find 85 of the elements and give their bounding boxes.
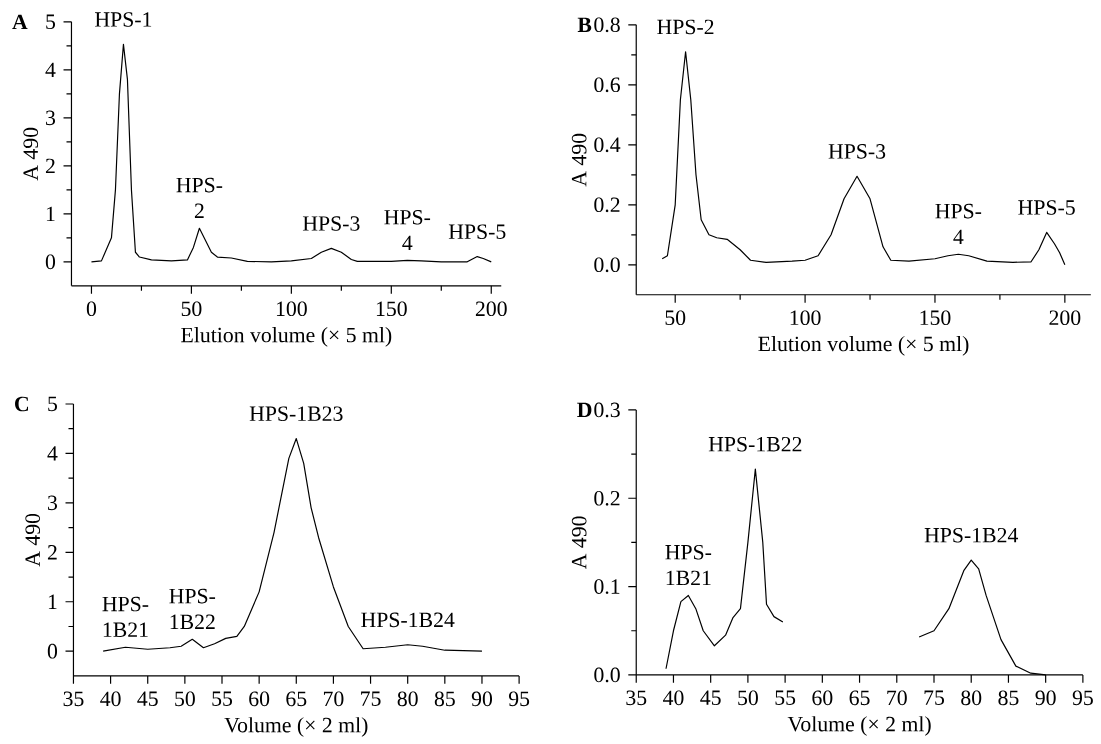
x-tick-label: 65 [286,691,307,707]
y-tick-label: 4 [47,446,58,461]
x-tick-label: 50 [175,691,195,707]
x-tick-label: 35 [63,691,84,707]
x-tick-label: 100 [276,301,307,317]
x-tick-label: 80 [397,691,418,707]
x-tick-label: 60 [812,690,833,706]
y-tick-label: 0.1 [594,579,620,594]
y-tick-label: 1 [48,594,57,609]
x-axis-title: Elution volume (× 5 ml) [181,327,392,347]
x-tick-label: 95 [508,691,530,707]
x-tick-label: 70 [323,691,344,707]
y-tick-label: 0 [45,254,56,270]
x-tick-label: 150 [376,301,407,317]
x-tick-label: 100 [790,310,821,325]
annotation: HPS-1B22 [169,588,216,629]
x-tick-label: 150 [920,310,951,325]
x-tick-label: 50 [181,301,202,317]
y-axis-title: A 490 [23,127,39,181]
y-axis-title: A 490 [571,133,587,187]
x-tick-label: 35 [626,690,647,706]
line-series [102,437,483,652]
y-tick-label: 0.2 [594,490,620,506]
annotation: HPS-1B23 [249,406,343,421]
y-tick-label: 0 [47,643,58,659]
x-axis-title: Volume (× 2 ml) [224,717,368,737]
chart-title: A [12,14,28,29]
annotation: HPS-4 [935,203,982,244]
x-tick-label: 80 [961,690,982,706]
y-tick-label: 5 [48,396,57,412]
annotation: HPS-1B24 [924,527,1019,543]
y-tick-label: 0.0 [594,667,620,683]
annotation: HPS-1B22 [708,436,802,452]
x-tick-label: 55 [212,691,233,706]
y-tick-label: 0.8 [594,17,620,33]
y-tick-label: 4 [45,62,56,77]
y-tick-label: 0.4 [594,137,621,153]
x-tick-label: 200 [475,301,507,317]
y-tick-label: 2 [47,545,57,560]
y-axis-title: A 490 [571,516,587,570]
x-axis-title: Elution volume (× 5 ml) [758,335,969,356]
x-tick-label: 40 [663,690,684,706]
y-tick-label: 0.0 [594,257,620,273]
annotation: HPS-3 [302,216,360,231]
y-tick-label: 5 [46,14,56,30]
x-tick-label: 60 [249,691,270,707]
x-tick-label: 65 [849,690,870,706]
x-tick-label: 85 [998,690,1019,706]
x-tick-label: 95 [1072,690,1093,706]
annotation: HPS-1B24 [361,612,455,628]
x-tick-label: 75 [361,691,381,706]
annotation: HPS-4 [384,209,431,251]
y-tick-label: 3 [46,110,56,126]
annotation: HPS-1 [95,12,152,27]
annotation: HPS-5 [448,224,506,239]
x-tick-label: 45 [700,690,721,706]
chart-title: C [15,396,29,412]
y-tick-label: 3 [48,495,57,511]
x-tick-label: 90 [471,691,493,707]
annotation: HPS-2 [176,177,223,218]
x-tick-label: 50 [665,310,686,325]
y-tick-label: 0.3 [594,402,620,418]
x-axis-title: Volume (× 2 ml) [787,716,931,736]
x-tick-label: 200 [1049,310,1081,325]
x-tick-label: 50 [738,690,758,706]
annotation: HPS-1B21 [102,596,149,637]
x-tick-label: 90 [1035,690,1056,706]
x-tick-label: 70 [887,690,907,706]
x-tick-label: 85 [434,691,455,707]
y-axis-title: A 490 [25,513,41,567]
x-tick-label: 0 [86,301,97,317]
annotation: HPS-2 [657,19,714,35]
chart-title: D [577,402,592,418]
x-tick-label: 55 [775,690,796,705]
y-tick-label: 2 [45,158,55,173]
annotation: HPS-3 [828,144,886,159]
x-tick-label: 45 [137,691,158,706]
x-tick-label: 75 [924,690,945,705]
annotation: HPS-5 [1018,200,1075,215]
y-tick-label: 1 [46,206,55,221]
y-tick-label: 0.6 [594,77,621,93]
x-tick-label: 40 [100,691,121,707]
chart-title: B [577,17,592,32]
annotation: HPS-1B21 [665,544,712,586]
y-tick-label: 0.2 [594,197,620,213]
